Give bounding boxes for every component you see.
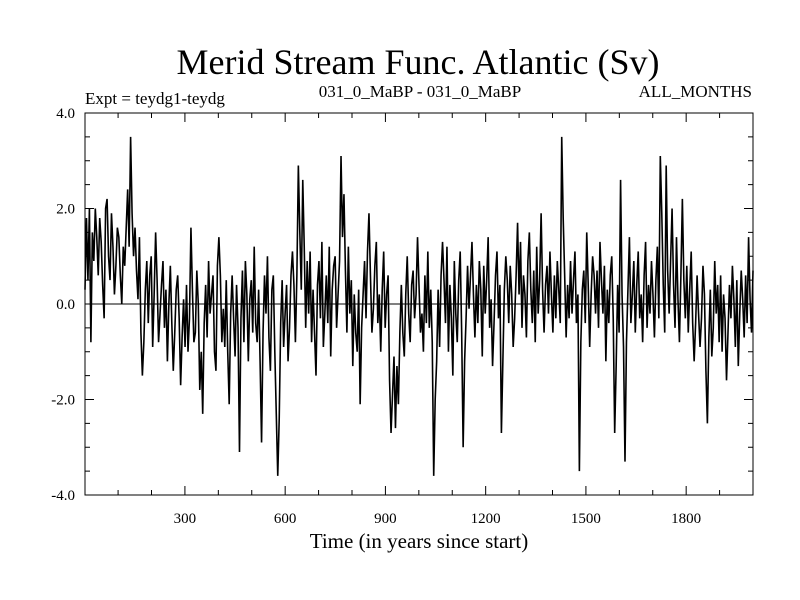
y-tick-label: 2.0 [56,202,75,218]
y-tick-label: 0.0 [56,297,75,313]
x-tick-labels: 300 600 900 1200 1500 1800 [174,511,702,527]
x-tick-label: 1800 [671,511,701,527]
x-tick-label: 600 [274,511,297,527]
y-tick-label: -2.0 [51,393,75,409]
chart-subtitle-right: ALL_MONTHS [639,82,752,101]
x-axis-label: Time (in years since start) [310,529,529,553]
y-tick-labels: 4.0 2.0 0.0 -2.0 -4.0 [51,106,75,504]
x-tick-label: 900 [374,511,397,527]
y-tick-label: 4.0 [56,106,75,122]
x-tick-label: 300 [174,511,197,527]
x-tick-label: 1500 [571,511,601,527]
series-line [84,136,754,476]
chart-title: Merid Stream Func. Atlantic (Sv) [177,42,660,82]
chart-subtitle-left: Expt = teydg1-teydg [85,89,225,108]
x-tick-label: 1200 [471,511,501,527]
chart-subtitle-center: 031_0_MaBP - 031_0_MaBP [319,82,521,101]
y-tick-label: -4.0 [51,488,75,504]
